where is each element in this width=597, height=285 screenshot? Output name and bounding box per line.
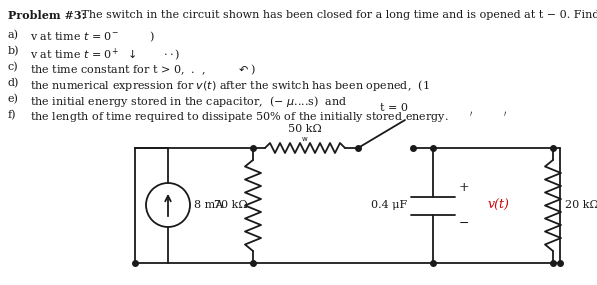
Text: +: + bbox=[459, 181, 470, 194]
Text: −: − bbox=[459, 217, 469, 230]
Text: 50 kΩ: 50 kΩ bbox=[288, 124, 322, 134]
Text: d): d) bbox=[8, 78, 19, 88]
Text: t = 0: t = 0 bbox=[380, 103, 408, 113]
Text: v at time $t$ = 0$^{+}$  $\downarrow$       $\cdot\cdot$): v at time $t$ = 0$^{+}$ $\downarrow$ $\c… bbox=[30, 46, 180, 63]
Text: the time constant for t > 0,  .  ,         $\curvearrowleft$): the time constant for t > 0, . , $\curve… bbox=[30, 62, 256, 77]
Text: v at time $t$ = 0$^{-}$         ): v at time $t$ = 0$^{-}$ ) bbox=[30, 30, 155, 44]
Text: 70 kΩ: 70 kΩ bbox=[214, 201, 248, 211]
Text: f): f) bbox=[8, 110, 17, 120]
Text: a): a) bbox=[8, 30, 19, 40]
Text: the numerical expression for $v(t)$ after the switch has been opened,  (1: the numerical expression for $v(t)$ afte… bbox=[30, 78, 430, 93]
Text: 0.4 μF: 0.4 μF bbox=[371, 201, 407, 211]
Text: The switch in the circuit shown has been closed for a long time and is opened at: The switch in the circuit shown has been… bbox=[78, 10, 597, 20]
Text: 8 mA: 8 mA bbox=[194, 200, 223, 210]
Text: the length of time required to dissipate 50% of the initially stored energy.    : the length of time required to dissipate… bbox=[30, 110, 507, 125]
Text: c): c) bbox=[8, 62, 19, 72]
Text: v(t): v(t) bbox=[487, 199, 509, 212]
Text: 20 kΩ: 20 kΩ bbox=[565, 201, 597, 211]
Text: b): b) bbox=[8, 46, 20, 56]
Text: Problem #3:: Problem #3: bbox=[8, 10, 85, 21]
Text: e): e) bbox=[8, 94, 19, 104]
Text: the initial energy stored in the capacitor,  ($-$ $\mu$....s)  and: the initial energy stored in the capacit… bbox=[30, 94, 347, 109]
Text: w: w bbox=[302, 136, 308, 142]
